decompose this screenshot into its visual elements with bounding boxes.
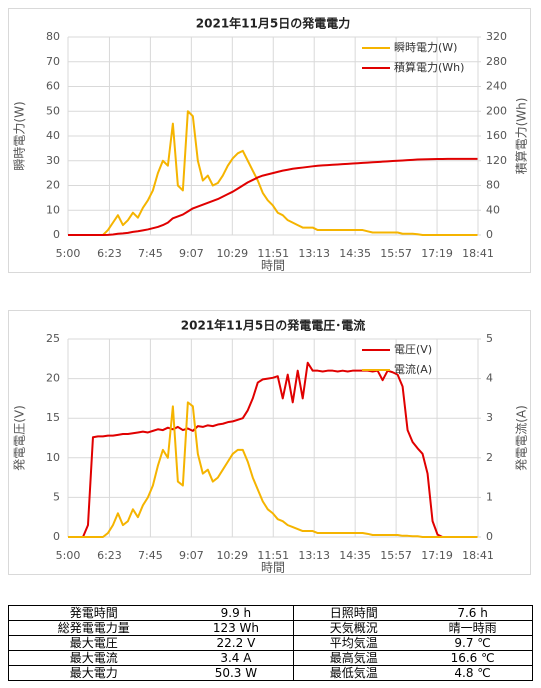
series-line bbox=[68, 361, 478, 538]
table-cell: 7.6 h bbox=[413, 605, 533, 621]
x-axis-label: 時間 bbox=[261, 259, 285, 273]
x-tick-label: 7:45 bbox=[138, 549, 163, 562]
y-tick-label: 70 bbox=[46, 55, 60, 68]
table-row: 総発電電力量 123 Wh 天気概況 晴一時雨 bbox=[8, 620, 533, 636]
table-row: 発電時間 9.9 h 日照時間 7.6 h bbox=[8, 605, 533, 621]
x-tick-label: 11:51 bbox=[257, 549, 289, 562]
y2-axis-label: 発電電流(A) bbox=[515, 405, 529, 471]
x-tick-label: 9:07 bbox=[179, 549, 204, 562]
y-tick-label: 20 bbox=[46, 179, 60, 192]
summary-table: 発電時間 9.9 h 日照時間 7.6 h 総発電電力量 123 Wh 天気概況 晴一時雨 最大… bbox=[8, 605, 533, 681]
y2-tick-label: 0 bbox=[486, 530, 493, 543]
y2-tick-label: 1 bbox=[486, 490, 493, 503]
series-line bbox=[68, 110, 478, 236]
chart-title: 2021年11月5日の発電電圧･電流 bbox=[181, 318, 365, 333]
table-cell: 日照時間 bbox=[293, 605, 414, 621]
y2-tick-label: 0 bbox=[486, 228, 493, 241]
y-tick-label: 80 bbox=[46, 30, 60, 43]
x-axis-label: 時間 bbox=[261, 561, 285, 575]
legend-label: 瞬時電力(W) bbox=[394, 41, 457, 54]
x-tick-label: 17:19 bbox=[421, 247, 453, 260]
table-cell: 最大電力 bbox=[8, 665, 179, 681]
x-tick-label: 18:41 bbox=[462, 549, 494, 562]
table-cell: 天気概況 bbox=[293, 620, 414, 636]
y-tick-label: 5 bbox=[53, 490, 60, 503]
y-tick-label: 0 bbox=[53, 228, 60, 241]
y2-tick-label: 2 bbox=[486, 451, 493, 464]
y2-axis-label: 積算電力(Wh) bbox=[514, 98, 529, 175]
x-tick-label: 13:13 bbox=[298, 549, 330, 562]
y-tick-label: 40 bbox=[46, 129, 60, 142]
x-tick-label: 15:57 bbox=[380, 247, 412, 260]
legend-label: 電圧(V) bbox=[394, 343, 432, 356]
y-tick-label: 20 bbox=[46, 372, 60, 385]
table-cell: 晴一時雨 bbox=[413, 620, 533, 636]
table-row: 最大電流 3.4 A 最高気温 16.6 ℃ bbox=[8, 650, 533, 666]
y-tick-label: 25 bbox=[46, 332, 60, 345]
y2-tick-label: 200 bbox=[486, 104, 507, 117]
y-tick-label: 15 bbox=[46, 411, 60, 424]
x-tick-label: 6:23 bbox=[97, 247, 122, 260]
table-cell: 最大電流 bbox=[8, 650, 179, 666]
series-line bbox=[68, 157, 478, 236]
table-row: 最大電圧 22.2 V 平均気温 9.7 ℃ bbox=[8, 635, 533, 651]
table-cell: 50.3 W bbox=[178, 665, 294, 681]
table-cell: 最低気温 bbox=[293, 665, 414, 681]
y-tick-label: 50 bbox=[46, 104, 60, 117]
y2-tick-label: 240 bbox=[486, 80, 507, 93]
table-cell: 16.6 ℃ bbox=[413, 650, 533, 666]
table-cell: 22.2 V bbox=[178, 635, 294, 651]
x-tick-label: 5:00 bbox=[56, 549, 81, 562]
y-tick-label: 30 bbox=[46, 154, 60, 167]
chart-title: 2021年11月5日の発電電力 bbox=[196, 16, 350, 31]
y2-tick-label: 320 bbox=[486, 30, 507, 43]
y-tick-label: 10 bbox=[46, 203, 60, 216]
y2-tick-label: 4 bbox=[486, 372, 493, 385]
x-tick-label: 7:45 bbox=[138, 247, 163, 260]
table-cell: 4.8 ℃ bbox=[413, 665, 533, 681]
y-tick-label: 10 bbox=[46, 451, 60, 464]
y2-tick-label: 5 bbox=[486, 332, 493, 345]
x-tick-label: 10:29 bbox=[216, 247, 248, 260]
y-axis-label: 発電電圧(V) bbox=[13, 405, 27, 471]
y2-tick-label: 160 bbox=[486, 129, 507, 142]
y2-tick-label: 120 bbox=[486, 154, 507, 167]
chart-frame bbox=[8, 310, 531, 575]
y2-tick-label: 280 bbox=[486, 55, 507, 68]
table-cell: 123 Wh bbox=[178, 620, 294, 636]
table-row: 最大電力 50.3 W 最低気温 4.8 ℃ bbox=[8, 665, 533, 681]
x-tick-label: 18:41 bbox=[462, 247, 494, 260]
y2-tick-label: 80 bbox=[486, 179, 500, 192]
x-tick-label: 9:07 bbox=[179, 247, 204, 260]
y-tick-label: 60 bbox=[46, 80, 60, 93]
table-cell: 最大電圧 bbox=[8, 635, 179, 651]
x-tick-label: 11:51 bbox=[257, 247, 289, 260]
table-cell: 発電時間 bbox=[8, 605, 179, 621]
charts: 2021年11月5日の発電電力0102030405060708004080120… bbox=[8, 8, 531, 575]
table-cell: 平均気温 bbox=[293, 635, 414, 651]
table-cell: 9.7 ℃ bbox=[413, 635, 533, 651]
series-line bbox=[68, 401, 478, 538]
x-tick-label: 13:13 bbox=[298, 247, 330, 260]
table-cell: 最高気温 bbox=[293, 650, 414, 666]
x-tick-label: 10:29 bbox=[216, 549, 248, 562]
x-tick-label: 5:00 bbox=[56, 247, 81, 260]
x-tick-label: 14:35 bbox=[339, 549, 371, 562]
table-cell: 9.9 h bbox=[178, 605, 294, 621]
table-cell: 3.4 A bbox=[178, 650, 294, 666]
x-tick-label: 6:23 bbox=[97, 549, 122, 562]
y2-tick-label: 3 bbox=[486, 411, 493, 424]
y-tick-label: 0 bbox=[53, 530, 60, 543]
x-tick-label: 17:19 bbox=[421, 549, 453, 562]
y2-tick-label: 40 bbox=[486, 203, 500, 216]
table-cell: 総発電電力量 bbox=[8, 620, 179, 636]
legend-label: 電流(A) bbox=[394, 362, 432, 376]
x-tick-label: 15:57 bbox=[380, 549, 412, 562]
y-axis-label: 瞬時電力(W) bbox=[13, 101, 27, 170]
x-tick-label: 14:35 bbox=[339, 247, 371, 260]
chart-frame bbox=[8, 8, 531, 273]
legend-label: 積算電力(Wh) bbox=[394, 60, 464, 74]
